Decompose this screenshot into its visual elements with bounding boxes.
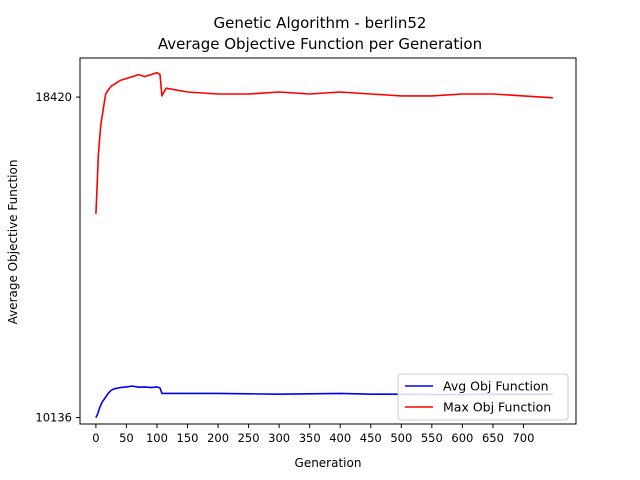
- x-tick-label: 300: [268, 431, 290, 445]
- x-tick-label: 150: [177, 431, 199, 445]
- y-axis: 10136 18420: [35, 90, 80, 425]
- x-tick-label: 200: [207, 431, 229, 445]
- legend: Avg Obj Function Max Obj Function: [397, 373, 569, 421]
- y-tick-label: 18420: [35, 90, 72, 104]
- x-tick-label: 500: [390, 431, 412, 445]
- x-tick-label: 50: [119, 431, 134, 445]
- series-line-max: [95, 71, 553, 214]
- x-tick-label: 600: [451, 431, 473, 445]
- chart-title: Genetic Algorithm - berlin52: [214, 14, 427, 32]
- y-tick-label: 10136: [35, 411, 72, 425]
- x-tick-label: 350: [299, 431, 321, 445]
- x-tick-label: 0: [92, 431, 99, 445]
- x-tick-label: 650: [482, 431, 504, 445]
- y-axis-label: Average Objective Function: [6, 160, 20, 325]
- x-axis-label: Generation: [295, 456, 362, 470]
- chart-subtitle: Average Objective Function per Generatio…: [158, 35, 482, 53]
- x-tick-label: 700: [512, 431, 534, 445]
- x-tick-label: 550: [421, 431, 443, 445]
- x-tick-label: 250: [238, 431, 260, 445]
- legend-label-avg: Avg Obj Function: [443, 379, 549, 394]
- x-axis: 0 50 100 150 200 250 300 350 400 450 500 550 600 650 7…: [92, 424, 534, 445]
- legend-box: [397, 373, 569, 421]
- legend-label-max: Max Obj Function: [443, 400, 551, 415]
- x-tick-label: 100: [146, 431, 168, 445]
- plot-frame: [79, 57, 577, 425]
- x-tick-label: 450: [360, 431, 382, 445]
- x-tick-label: 400: [329, 431, 351, 445]
